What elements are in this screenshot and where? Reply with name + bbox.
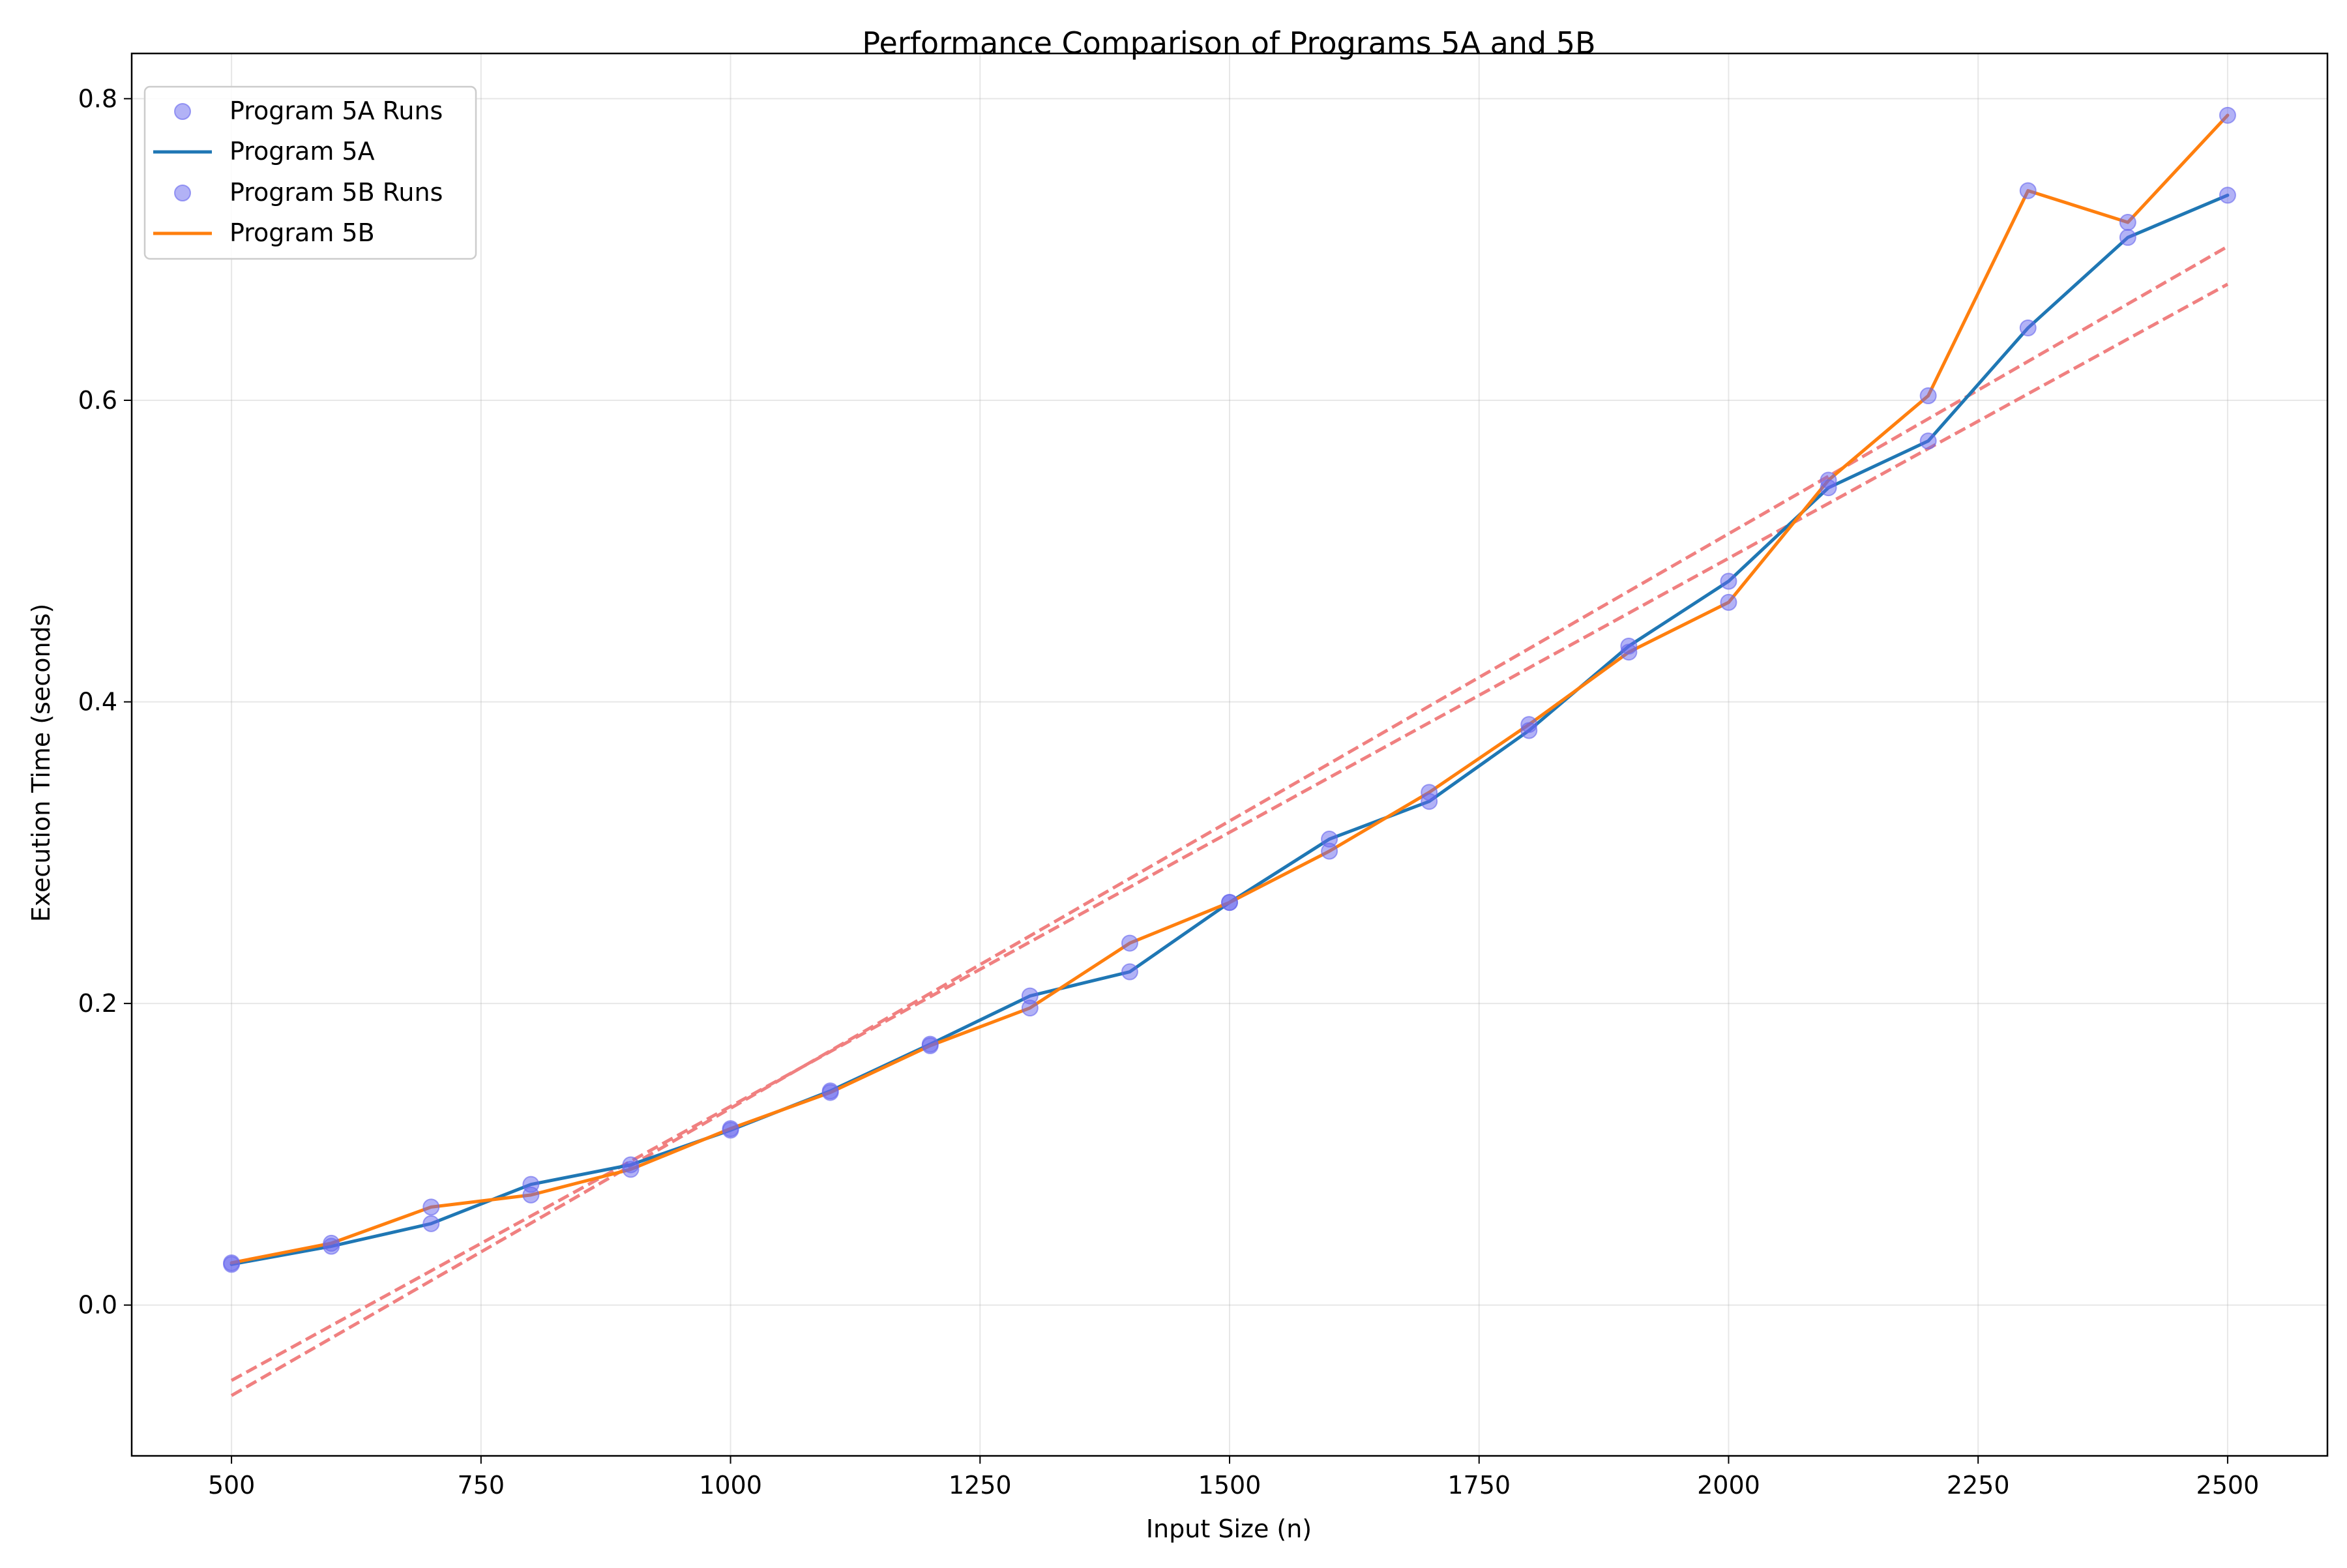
data-point-program-5b-runs (1520, 716, 1538, 733)
legend-marker-5a-runs (174, 103, 191, 120)
x-tick-label: 1000 (699, 1471, 762, 1500)
data-point-program-5b-runs (1620, 643, 1638, 661)
x-tick-label: 1750 (1447, 1471, 1511, 1500)
point-layer (223, 106, 2236, 1273)
legend-label-5b-line: Program 5B (229, 218, 375, 247)
data-point-program-5b-runs (1720, 593, 1737, 611)
legend-label-5b-runs: Program 5B Runs (229, 178, 443, 207)
trend-line-2 (230, 244, 2229, 1397)
data-point-program-5b-runs (1919, 387, 1937, 405)
legend: Program 5A Runs Program 5A Program 5B Ru… (143, 85, 477, 260)
x-tick-label: 750 (458, 1471, 505, 1500)
data-point-program-5b-runs (522, 1186, 540, 1204)
data-point-program-5a-runs (1121, 963, 1138, 981)
x-tick-label: 2000 (1697, 1471, 1760, 1500)
grid-layer (132, 53, 2327, 1456)
data-point-program-5b-runs (921, 1037, 939, 1054)
trend-line-1 (230, 282, 2229, 1382)
legend-label-5a-line: Program 5A (229, 137, 375, 166)
data-point-program-5b-runs (622, 1161, 640, 1178)
data-point-program-5b-runs (2019, 182, 2037, 200)
y-tick-label: 0.6 (78, 386, 117, 415)
data-point-program-5b-runs (2219, 106, 2236, 124)
data-point-program-5b-runs (1820, 471, 1837, 489)
data-point-program-5b-runs (422, 1198, 440, 1216)
x-tick-label: 2500 (2196, 1471, 2260, 1500)
legend-frame (143, 85, 477, 260)
y-tick-label: 0.8 (78, 84, 117, 113)
chart-title: Performance Comparison of Programs 5A an… (862, 25, 1595, 61)
data-point-program-5b-runs (1121, 934, 1138, 952)
x-tick-label: 500 (208, 1471, 256, 1500)
data-point-program-5b-runs (722, 1120, 739, 1138)
legend-marker-5b-runs (174, 185, 191, 201)
data-point-program-5b-runs (1321, 842, 1338, 860)
y-axis-label: Execution Time (seconds) (27, 604, 55, 923)
data-point-program-5b-runs (323, 1234, 340, 1252)
x-tick-label: 2250 (1947, 1471, 2010, 1500)
y-tick-label: 0.0 (78, 1291, 117, 1320)
data-point-program-5a-runs (2119, 229, 2136, 246)
data-point-program-5b-runs (1021, 999, 1039, 1017)
data-point-program-5a-runs (1919, 432, 1937, 450)
x-tick-label: 1500 (1198, 1471, 1262, 1500)
data-point-program-5a-runs (422, 1215, 440, 1232)
trend-layer (230, 244, 2229, 1397)
tick-layer: 500 750 1000 1250 1500 1750 2000 2250 2500 0.0 0.2… (78, 84, 2260, 1500)
data-point-program-5a-runs (1720, 572, 1737, 590)
data-point-program-5b-runs (1221, 894, 1238, 911)
data-point-program-5b-runs (223, 1254, 241, 1271)
data-point-program-5b-runs (2119, 214, 2136, 231)
x-tick-label: 1250 (949, 1471, 1012, 1500)
legend-label-5a-runs: Program 5A Runs (229, 96, 443, 125)
y-tick-label: 0.2 (78, 989, 117, 1018)
data-point-program-5a-runs (2019, 319, 2037, 336)
y-tick-label: 0.4 (78, 688, 117, 717)
data-point-program-5b-runs (1421, 784, 1438, 801)
data-point-program-5b-runs (821, 1084, 839, 1101)
x-axis-label: Input Size (n) (1146, 1515, 1312, 1543)
data-point-program-5a-runs (2219, 186, 2236, 204)
